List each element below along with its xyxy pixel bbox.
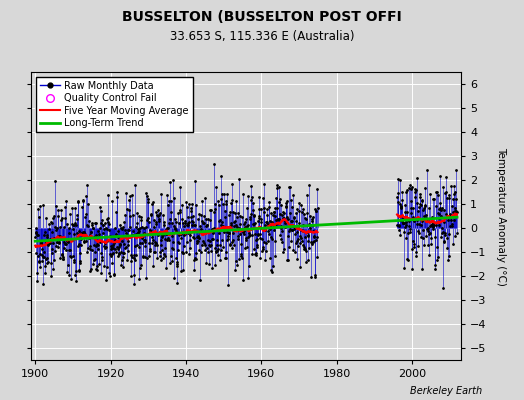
Text: Berkeley Earth: Berkeley Earth [410, 386, 482, 396]
Text: BUSSELTON (BUSSELTON POST OFFI: BUSSELTON (BUSSELTON POST OFFI [122, 10, 402, 24]
Legend: Raw Monthly Data, Quality Control Fail, Five Year Moving Average, Long-Term Tren: Raw Monthly Data, Quality Control Fail, … [36, 77, 193, 132]
Y-axis label: Temperature Anomaly (°C): Temperature Anomaly (°C) [496, 146, 506, 286]
Text: 33.653 S, 115.336 E (Australia): 33.653 S, 115.336 E (Australia) [170, 30, 354, 43]
